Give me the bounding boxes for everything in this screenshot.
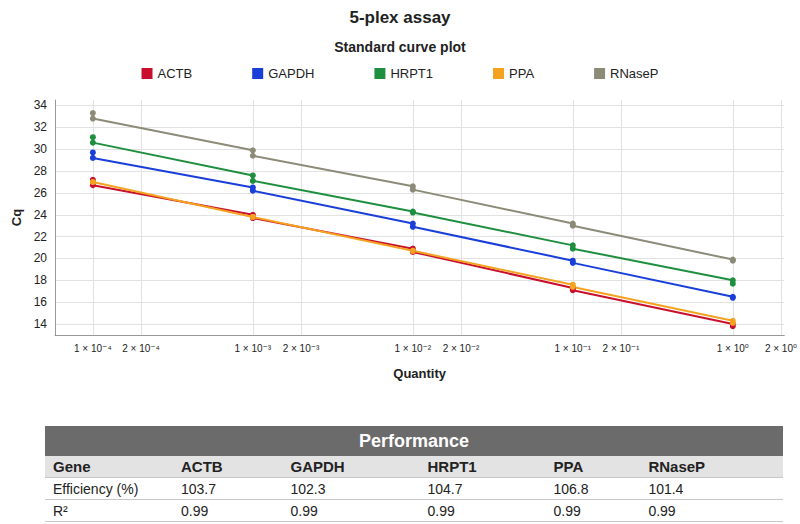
html-text:0.99: 0.99 [181, 502, 209, 519]
svg-text:Standard curve plot: Standard curve plot [334, 39, 466, 55]
svg-text:2 × 10⁰: 2 × 10⁰ [765, 343, 797, 354]
html-text:102.3: 102.3 [290, 480, 326, 497]
svg-text:28: 28 [34, 164, 48, 178]
svg-text:1 × 10⁻³: 1 × 10⁻³ [234, 343, 271, 354]
svg-text:PPA: PPA [509, 66, 534, 81]
svg-text:18: 18 [34, 273, 48, 287]
html-text:Efficiency (%): Efficiency (%) [53, 480, 139, 497]
svg-text:30: 30 [34, 142, 48, 156]
svg-text:2 × 10⁻⁴: 2 × 10⁻⁴ [122, 343, 160, 354]
svg-text:1 × 10⁻²: 1 × 10⁻² [394, 343, 431, 354]
html-text:RNaseP: RNaseP [648, 458, 706, 475]
html-text:104.7: 104.7 [427, 480, 463, 497]
svg-text:16: 16 [34, 295, 48, 309]
svg-text:1 × 10⁻¹: 1 × 10⁻¹ [554, 343, 591, 354]
html-text:GAPDH: GAPDH [290, 458, 345, 475]
svg-text:2 × 10⁻²: 2 × 10⁻² [443, 343, 480, 354]
html-text:HRPT1: HRPT1 [427, 458, 477, 475]
svg-text:32: 32 [34, 120, 48, 134]
svg-text:2 × 10⁻¹: 2 × 10⁻¹ [603, 343, 640, 354]
svg-text:Quantity: Quantity [393, 366, 446, 381]
svg-text:HRPT1: HRPT1 [390, 66, 433, 81]
svg-text:34: 34 [34, 98, 48, 112]
svg-text:24: 24 [34, 208, 48, 222]
html-text:R²: R² [53, 502, 68, 519]
html-text:0.99: 0.99 [648, 502, 676, 519]
html-text:106.8: 106.8 [553, 480, 589, 497]
svg-text:5-plex assay: 5-plex assay [349, 8, 451, 27]
html-text:0.99: 0.99 [290, 502, 318, 519]
html-text:PPA: PPA [553, 458, 584, 475]
svg-text:Cq: Cq [9, 209, 24, 226]
html-text:101.4: 101.4 [648, 480, 684, 497]
svg-text:RNaseP: RNaseP [610, 66, 658, 81]
svg-text:20: 20 [34, 251, 48, 265]
html-text:0.99: 0.99 [553, 502, 581, 519]
svg-text:1 × 10⁻⁴: 1 × 10⁻⁴ [74, 343, 112, 354]
html-text:103.7: 103.7 [181, 480, 216, 497]
html-text:0.99: 0.99 [427, 502, 455, 519]
svg-text:1 × 10⁰: 1 × 10⁰ [717, 343, 749, 354]
svg-text:2 × 10⁻³: 2 × 10⁻³ [283, 343, 320, 354]
html-text:Performance: Performance [359, 430, 469, 451]
html-text:ACTB: ACTB [181, 458, 223, 475]
svg-text:GAPDH: GAPDH [268, 66, 314, 81]
svg-text:14: 14 [34, 317, 48, 331]
svg-text:26: 26 [34, 186, 48, 200]
svg-text:22: 22 [34, 230, 48, 244]
svg-text:ACTB: ACTB [158, 66, 193, 81]
html-text:Gene: Gene [53, 458, 91, 475]
